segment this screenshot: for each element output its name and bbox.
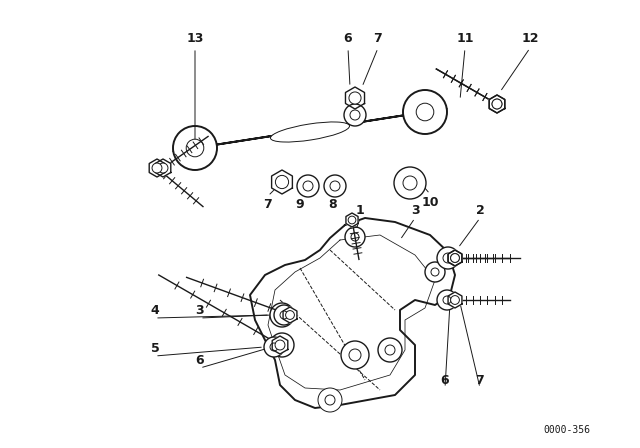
Circle shape: [341, 341, 369, 369]
Circle shape: [173, 126, 217, 170]
Text: 4: 4: [150, 303, 159, 316]
Circle shape: [416, 103, 434, 121]
Circle shape: [325, 395, 335, 405]
Circle shape: [275, 176, 289, 189]
Text: 12: 12: [521, 31, 539, 44]
Circle shape: [330, 181, 340, 191]
Circle shape: [492, 99, 502, 109]
Polygon shape: [250, 218, 455, 408]
Circle shape: [344, 104, 366, 126]
Circle shape: [350, 110, 360, 120]
Text: 5: 5: [150, 341, 159, 354]
Circle shape: [443, 253, 453, 263]
Circle shape: [394, 167, 426, 199]
Text: 10: 10: [421, 195, 439, 208]
Circle shape: [270, 333, 294, 357]
Polygon shape: [272, 336, 288, 354]
Circle shape: [437, 290, 457, 310]
Polygon shape: [448, 250, 462, 266]
Circle shape: [451, 254, 460, 263]
Circle shape: [186, 139, 204, 157]
Circle shape: [318, 388, 342, 412]
Polygon shape: [346, 87, 365, 109]
Text: 9: 9: [296, 198, 304, 211]
Circle shape: [303, 181, 313, 191]
Circle shape: [158, 163, 168, 173]
Circle shape: [425, 262, 445, 282]
Polygon shape: [346, 213, 358, 227]
Circle shape: [275, 340, 285, 350]
Circle shape: [264, 337, 284, 357]
Circle shape: [270, 303, 294, 327]
Polygon shape: [149, 159, 164, 177]
Circle shape: [351, 233, 359, 241]
Circle shape: [277, 310, 287, 320]
Circle shape: [492, 99, 502, 109]
Circle shape: [403, 176, 417, 190]
Circle shape: [451, 296, 460, 304]
Polygon shape: [448, 250, 462, 266]
Circle shape: [348, 216, 356, 224]
Text: 6: 6: [441, 374, 449, 387]
Circle shape: [378, 338, 402, 362]
Circle shape: [270, 343, 278, 351]
Text: 7: 7: [264, 198, 273, 211]
Polygon shape: [173, 108, 447, 151]
Circle shape: [437, 247, 459, 269]
Circle shape: [280, 311, 288, 319]
Text: 2: 2: [476, 203, 484, 216]
Polygon shape: [271, 170, 292, 194]
Circle shape: [443, 296, 451, 304]
Circle shape: [349, 349, 361, 361]
Text: 6: 6: [196, 353, 204, 366]
Circle shape: [277, 340, 287, 350]
Circle shape: [431, 268, 439, 276]
Polygon shape: [489, 95, 505, 113]
Polygon shape: [489, 95, 505, 113]
Circle shape: [403, 90, 447, 134]
Circle shape: [274, 305, 294, 325]
Circle shape: [349, 92, 361, 104]
Text: 1: 1: [356, 203, 364, 216]
Text: 3: 3: [196, 303, 204, 316]
Circle shape: [152, 163, 162, 173]
Polygon shape: [283, 307, 297, 323]
Text: 3: 3: [411, 203, 419, 216]
Polygon shape: [448, 292, 462, 308]
Ellipse shape: [271, 122, 349, 142]
Circle shape: [324, 175, 346, 197]
Circle shape: [345, 227, 365, 247]
Circle shape: [297, 175, 319, 197]
Text: 13: 13: [186, 31, 204, 44]
Circle shape: [451, 254, 460, 263]
Text: 7: 7: [476, 374, 484, 387]
Text: 11: 11: [456, 31, 474, 44]
Polygon shape: [156, 159, 171, 177]
Circle shape: [385, 345, 395, 355]
Circle shape: [285, 310, 294, 319]
Text: 8: 8: [329, 198, 337, 211]
Text: 6: 6: [344, 31, 352, 44]
Text: 0000-356: 0000-356: [543, 425, 590, 435]
Text: 7: 7: [374, 31, 382, 44]
